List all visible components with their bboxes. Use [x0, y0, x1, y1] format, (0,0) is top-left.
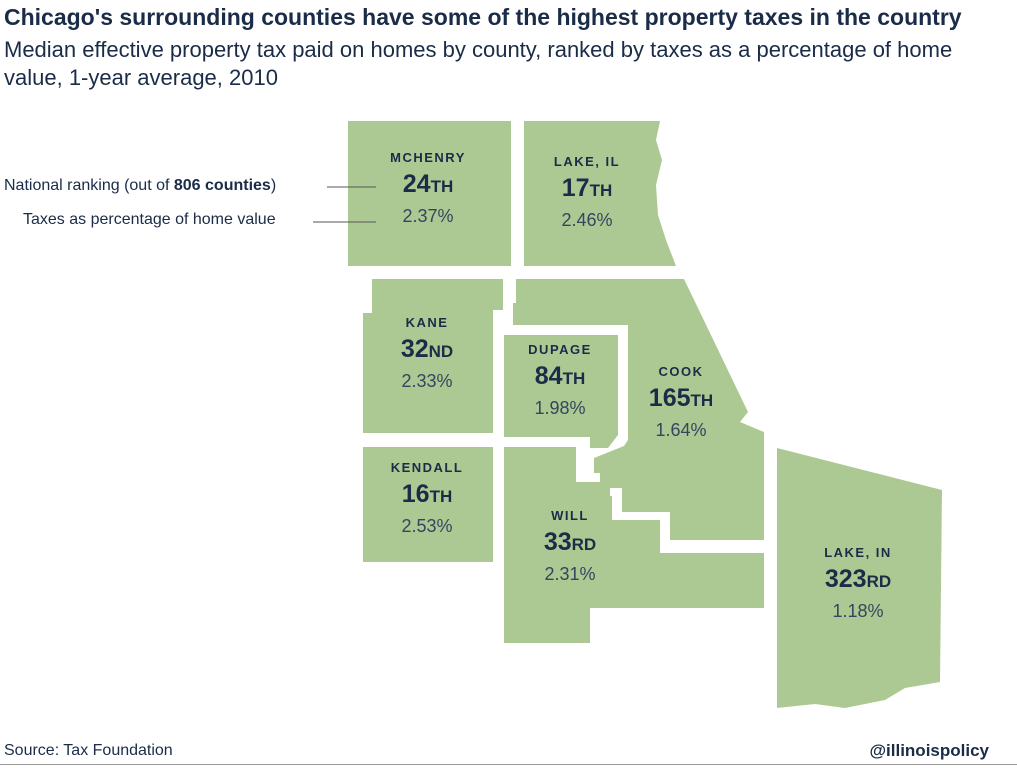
chart-title: Chicago's surrounding counties have some…	[4, 4, 962, 30]
county-rank: 24TH	[402, 170, 454, 198]
county-percent: 1.98%	[534, 398, 586, 418]
county-name: KANE	[405, 315, 449, 330]
county-percent: 2.37%	[402, 206, 454, 226]
county-percent: 1.18%	[832, 601, 884, 621]
county-name: KENDALL	[390, 460, 464, 475]
county-percent: 2.31%	[544, 564, 596, 584]
county-shape-kane	[363, 279, 503, 433]
county-rank: 32ND	[400, 335, 454, 363]
county-name: LAKE, IL	[553, 154, 621, 169]
county-shape-lake-il	[524, 121, 676, 266]
county-shape-will	[504, 447, 764, 643]
county-name: MCHENRY	[390, 150, 466, 165]
county-name: WILL	[551, 508, 589, 523]
legend-percent-label: Taxes as percentage of home value	[23, 211, 276, 228]
county-rank: 16TH	[401, 480, 453, 508]
county-label-lake-in: LAKE, IN 323RD 1.18%	[773, 545, 943, 623]
county-shape-mchenry	[348, 121, 511, 266]
county-label-kendall: KENDALL 16TH 2.53%	[342, 460, 512, 538]
county-label-lake-il: LAKE, IL 17TH 2.46%	[502, 154, 672, 232]
county-shape-dupage	[504, 335, 618, 448]
county-rank: 17TH	[561, 174, 613, 202]
county-label-dupage: DUPAGE 84TH 1.98%	[475, 342, 645, 420]
county-percent: 2.33%	[401, 371, 453, 391]
county-name: COOK	[658, 364, 704, 379]
chart-subtitle: Median effective property tax paid on ho…	[4, 37, 953, 90]
county-rank: 84TH	[534, 362, 586, 390]
county-shape-cook	[513, 279, 764, 540]
county-rank: 33RD	[543, 528, 597, 556]
county-rank: 165TH	[648, 384, 714, 412]
county-rank: 323RD	[824, 565, 892, 593]
county-percent: 2.46%	[561, 210, 613, 230]
county-percent: 2.53%	[401, 516, 453, 536]
county-label-mchenry: MCHENRY 24TH 2.37%	[343, 150, 513, 228]
county-label-will: WILL 33RD 2.31%	[485, 508, 655, 586]
county-shape-kendall	[363, 447, 493, 562]
county-name: DUPAGE	[528, 342, 592, 357]
county-percent: 1.64%	[655, 420, 707, 440]
county-label-kane: KANE 32ND 2.33%	[342, 315, 512, 393]
county-label-cook: COOK 165TH 1.64%	[596, 364, 766, 442]
legend-ranking-label: National ranking (out of 806 counties)	[4, 177, 277, 194]
county-map	[313, 121, 942, 708]
source-note: Source: Tax Foundation	[4, 742, 173, 759]
county-name: LAKE, IN	[824, 545, 892, 560]
county-shape-lake-in	[777, 448, 942, 708]
social-handle: @illinoispolicy	[869, 741, 989, 760]
footer-divider	[0, 764, 1017, 765]
